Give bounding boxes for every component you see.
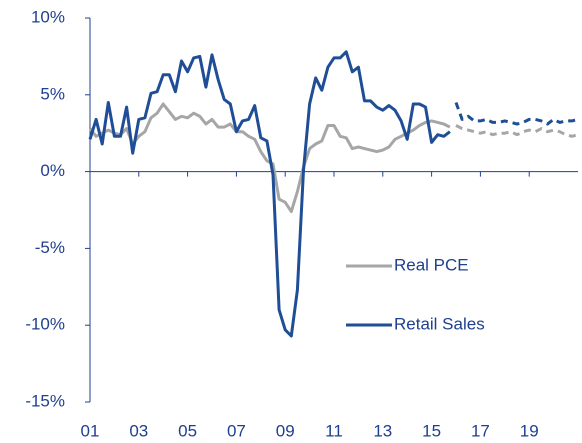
series-line <box>88 50 451 338</box>
x-tick-label: 19 <box>520 421 539 440</box>
x-tick-label: 07 <box>227 421 246 440</box>
x-tick-label: 01 <box>81 421 100 440</box>
forecast-line <box>455 124 579 138</box>
y-tick-label: -5% <box>35 238 65 257</box>
y-tick-label: 5% <box>40 84 65 103</box>
y-tick-label: -10% <box>25 315 65 334</box>
y-tick-label: -15% <box>25 391 65 410</box>
x-tick-label: 15 <box>422 421 441 440</box>
x-tick-label: 05 <box>178 421 197 440</box>
y-tick-label: 0% <box>40 161 65 180</box>
forecast-line <box>454 101 579 126</box>
x-tick-label: 09 <box>276 421 295 440</box>
y-tick-label: 10% <box>31 7 65 26</box>
legend-label: Retail Sales <box>394 314 485 333</box>
legend-label: Real PCE <box>394 255 469 274</box>
x-tick-label: 03 <box>129 421 148 440</box>
x-tick-label: 11 <box>325 421 343 440</box>
x-tick-label: 17 <box>471 421 490 440</box>
x-tick-label: 13 <box>373 421 392 440</box>
